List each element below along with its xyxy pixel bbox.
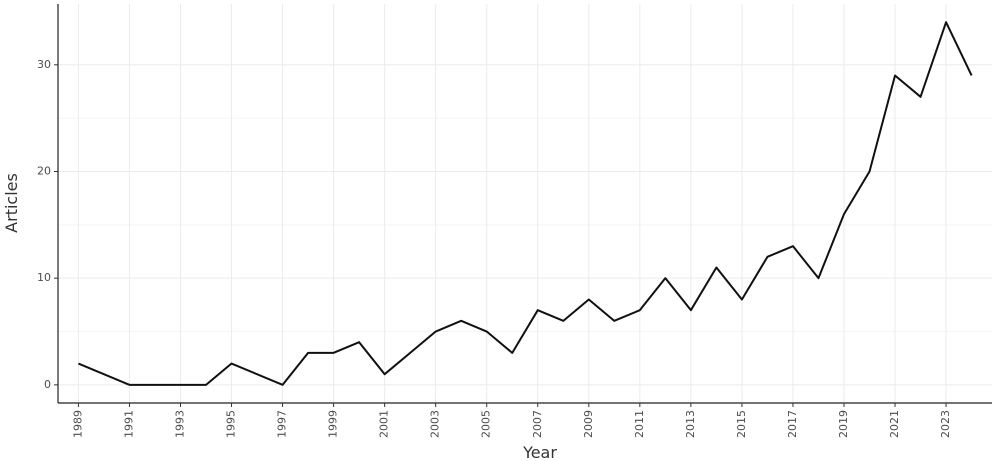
x-tick-label: 2003 bbox=[429, 410, 442, 438]
x-tick-label: 2007 bbox=[531, 410, 544, 438]
x-tick-label: 2009 bbox=[582, 410, 595, 438]
x-tick-label: 2017 bbox=[786, 410, 799, 438]
x-tick-label: 1997 bbox=[276, 410, 289, 438]
x-tick-label: 2005 bbox=[480, 410, 493, 438]
x-tick-label: 1989 bbox=[71, 410, 84, 438]
y-axis-title: Articles bbox=[2, 173, 21, 233]
x-tick-label: 2023 bbox=[939, 410, 952, 438]
x-tick-label: 1999 bbox=[327, 410, 340, 438]
x-tick-label: 1991 bbox=[122, 410, 135, 438]
y-tick-label: 30 bbox=[37, 58, 51, 71]
x-tick-label: 2021 bbox=[888, 410, 901, 438]
x-axis-title: Year bbox=[522, 443, 557, 461]
axes bbox=[57, 4, 992, 404]
x-tick-label: 2013 bbox=[684, 410, 697, 438]
x-tick-label: 2019 bbox=[837, 410, 850, 438]
x-tick-label: 2011 bbox=[633, 410, 646, 438]
y-tick-label: 10 bbox=[37, 271, 51, 284]
y-axis-ticks: 0 10 20 30 bbox=[37, 58, 58, 391]
y-tick-label: 0 bbox=[44, 378, 51, 391]
series-line bbox=[78, 21, 973, 386]
series-group bbox=[78, 21, 973, 386]
x-tick-label: 2015 bbox=[735, 410, 748, 438]
x-tick-label: 1995 bbox=[225, 410, 238, 438]
x-tick-label: 1993 bbox=[173, 410, 186, 438]
x-axis-ticks: 1989 1991 1993 1995 1997 1999 2001 2003 2005 2007… bbox=[71, 403, 952, 438]
grid bbox=[58, 4, 992, 403]
y-tick-label: 20 bbox=[37, 164, 51, 177]
x-tick-label: 2001 bbox=[378, 410, 391, 438]
